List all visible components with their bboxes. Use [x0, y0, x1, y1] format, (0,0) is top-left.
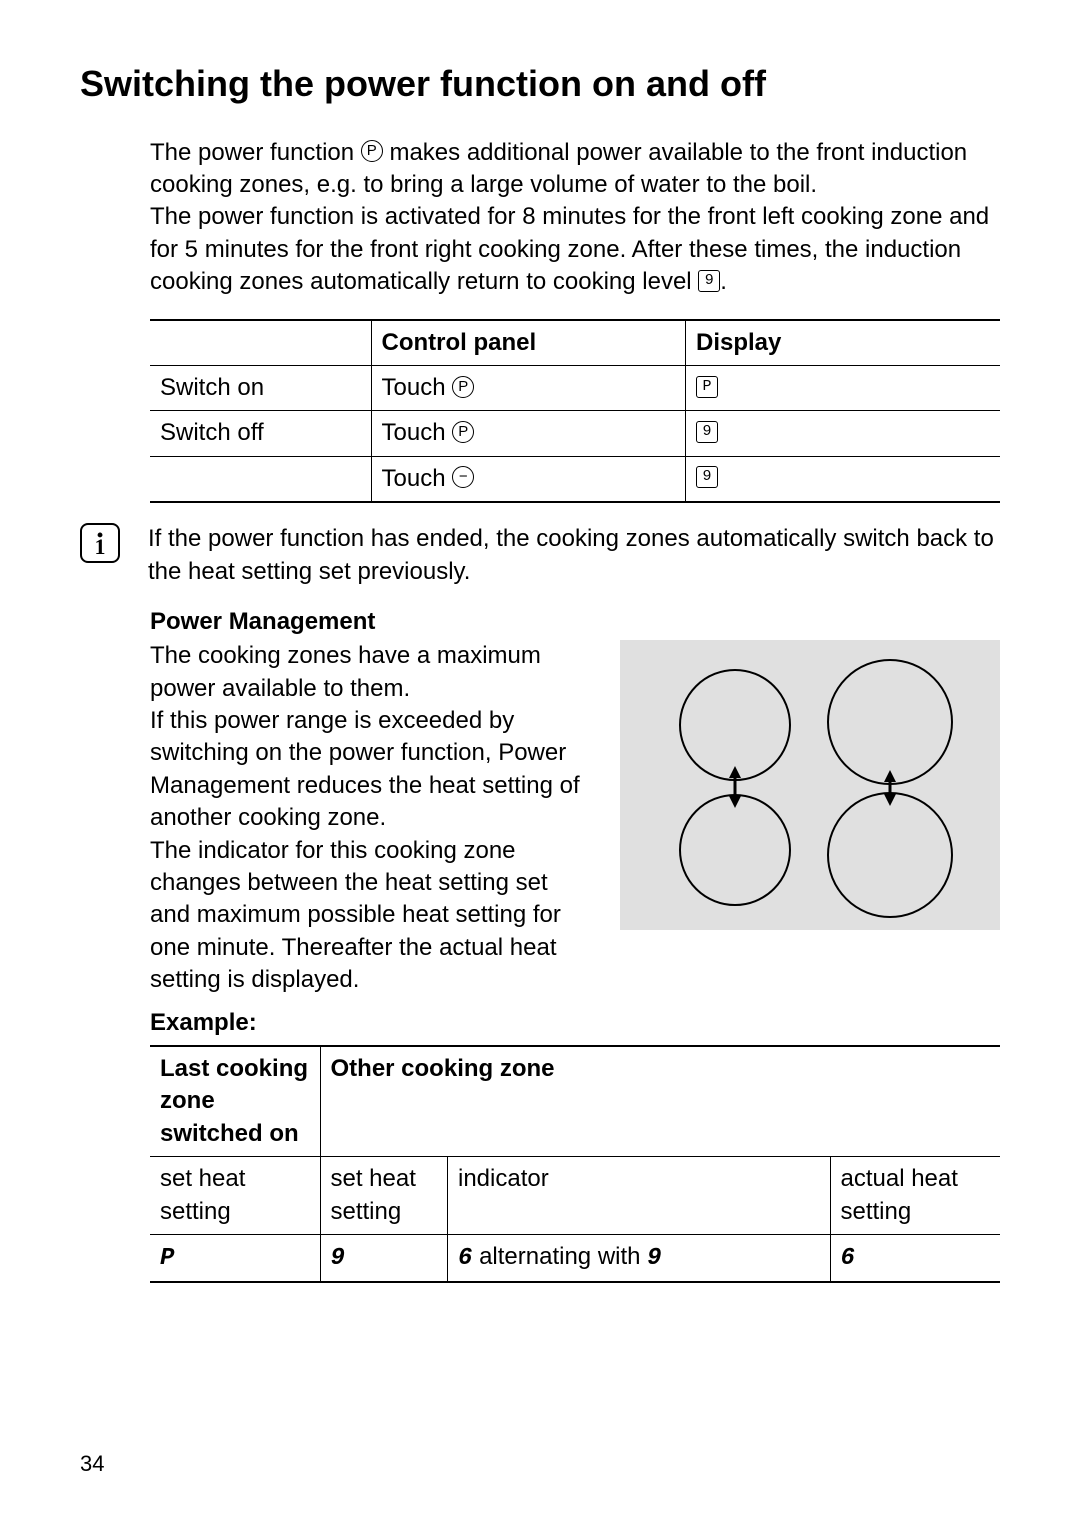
- table-row: Switch off Touch P 9: [150, 411, 1000, 456]
- p-circle-icon: P: [452, 421, 474, 443]
- row-label: Switch on: [150, 365, 371, 410]
- header-last-zone: Last cooking zone switched on: [150, 1046, 320, 1157]
- row-label: Switch off: [150, 411, 371, 456]
- level-square-icon: 9: [698, 270, 720, 292]
- intro-text-1a: The power function: [150, 139, 361, 166]
- row-control: Touch P: [371, 365, 686, 410]
- digital-value: 6: [841, 1245, 855, 1272]
- row-label: [150, 456, 371, 502]
- sub-indicator: indicator: [448, 1157, 831, 1235]
- intro-text-2b: .: [720, 268, 727, 295]
- control-text: Touch: [382, 419, 453, 446]
- example-table: Last cooking zone switched on Other cook…: [150, 1045, 1000, 1283]
- row-control: Touch −: [371, 456, 686, 502]
- cooking-zones-diagram: [620, 640, 1000, 930]
- info-note-text: If the power function has ended, the coo…: [148, 523, 1000, 588]
- minus-circle-icon: −: [452, 466, 474, 488]
- power-management-text: The cooking zones have a maximum power a…: [150, 640, 590, 996]
- p-circle-icon: P: [452, 376, 474, 398]
- table-row: P 9 6 alternating with 9 6: [150, 1234, 1000, 1282]
- sub-actual-heat: actual heat setting: [830, 1157, 1000, 1235]
- header-display: Display: [686, 320, 1001, 366]
- table-subheader-row: set heat setting set heat setting indica…: [150, 1157, 1000, 1235]
- digital-value: 9: [331, 1245, 345, 1272]
- header-control-panel: Control panel: [371, 320, 686, 366]
- cell-val2: 9: [320, 1234, 448, 1282]
- page-number: 34: [80, 1449, 104, 1479]
- sub-set-heat-2: set heat setting: [320, 1157, 448, 1235]
- intro-text-2a: The power function is activated for 8 mi…: [150, 203, 989, 295]
- table-header-row: Control panel Display: [150, 320, 1000, 366]
- info-note-row: If the power function has ended, the coo…: [80, 523, 1000, 588]
- row-display: P: [686, 365, 1001, 410]
- page-title: Switching the power function on and off: [80, 60, 1000, 109]
- digital-value: P: [160, 1245, 174, 1272]
- display-square-icon: 9: [696, 421, 718, 443]
- cell-val3: 6 alternating with 9: [448, 1234, 831, 1282]
- table-header-row: Last cooking zone switched on Other cook…: [150, 1046, 1000, 1157]
- intro-paragraph: The power function P makes additional po…: [80, 137, 1000, 299]
- row-display: 9: [686, 456, 1001, 502]
- header-blank: [150, 320, 371, 366]
- sub-set-heat-1: set heat setting: [150, 1157, 320, 1235]
- cell-val1: P: [150, 1234, 320, 1282]
- display-square-icon: P: [696, 376, 718, 398]
- table-row: Switch on Touch P P: [150, 365, 1000, 410]
- power-management-heading: Power Management: [80, 606, 1000, 638]
- indicator-text: alternating with: [472, 1243, 647, 1270]
- example-label: Example:: [80, 1007, 1000, 1039]
- control-display-table: Control panel Display Switch on Touch P …: [150, 319, 1000, 504]
- display-square-icon: 9: [696, 466, 718, 488]
- row-display: 9: [686, 411, 1001, 456]
- control-text: Touch: [382, 465, 453, 492]
- header-other-zone: Other cooking zone: [320, 1046, 1000, 1157]
- cell-val4: 6: [830, 1234, 1000, 1282]
- row-control: Touch P: [371, 411, 686, 456]
- p-circle-icon: P: [361, 140, 383, 162]
- digital-value: 6: [458, 1245, 472, 1272]
- table-row: Touch − 9: [150, 456, 1000, 502]
- control-text: Touch: [382, 374, 453, 401]
- info-icon: [80, 523, 120, 563]
- digital-value: 9: [647, 1245, 661, 1272]
